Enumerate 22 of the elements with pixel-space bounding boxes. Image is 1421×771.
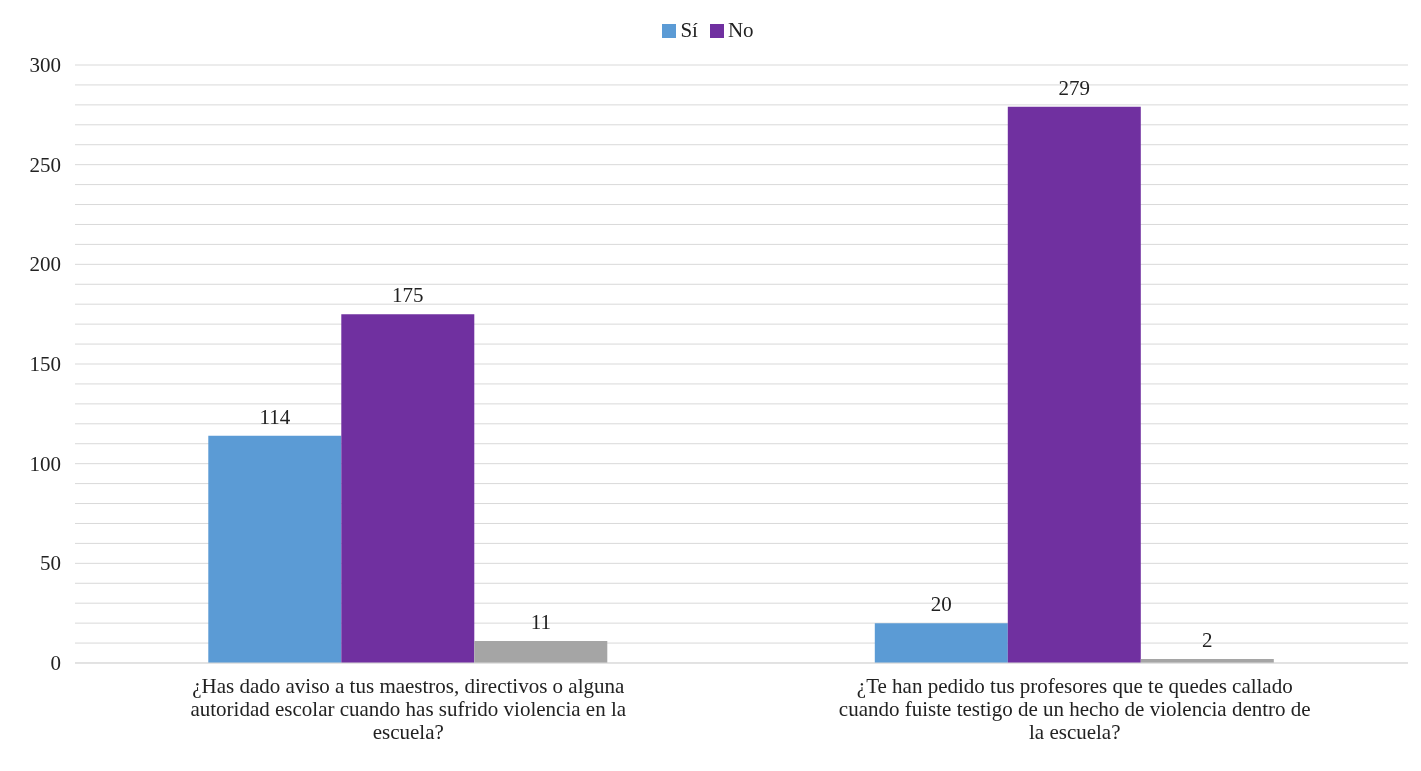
y-tick-label: 100 (29, 451, 61, 476)
y-tick-label: 0 (50, 651, 61, 675)
legend-label: No (726, 18, 754, 43)
bar (341, 314, 475, 663)
y-tick-label: 150 (29, 352, 61, 376)
data-label: 175 (392, 283, 424, 308)
data-label: 20 (930, 592, 952, 617)
bar (474, 641, 608, 663)
bar (874, 623, 1008, 663)
data-label: 2 (1202, 628, 1213, 653)
bar (1007, 106, 1141, 663)
y-tick-label: 200 (29, 252, 61, 277)
data-label: 279 (1058, 75, 1091, 100)
data-label: 114 (259, 404, 291, 429)
bar (208, 435, 342, 663)
y-tick-label: 50 (40, 551, 61, 576)
data-label: 11 (530, 610, 551, 635)
x-tick-label: ¿Te han pedido tus profesores que te quedes callado cuando fuiste testigo de un hecho de violencia dentro de la escuela? (838, 674, 1311, 744)
x-tick-label: ¿Has dado aviso a tus maestros, directivos o alguna autoridad escolar cuando has sufrido violencia en la escuela? (190, 674, 627, 744)
y-tick-label: 300 (29, 53, 61, 77)
y-tick-label: 250 (29, 152, 61, 177)
legend-label: Sí (679, 18, 698, 43)
